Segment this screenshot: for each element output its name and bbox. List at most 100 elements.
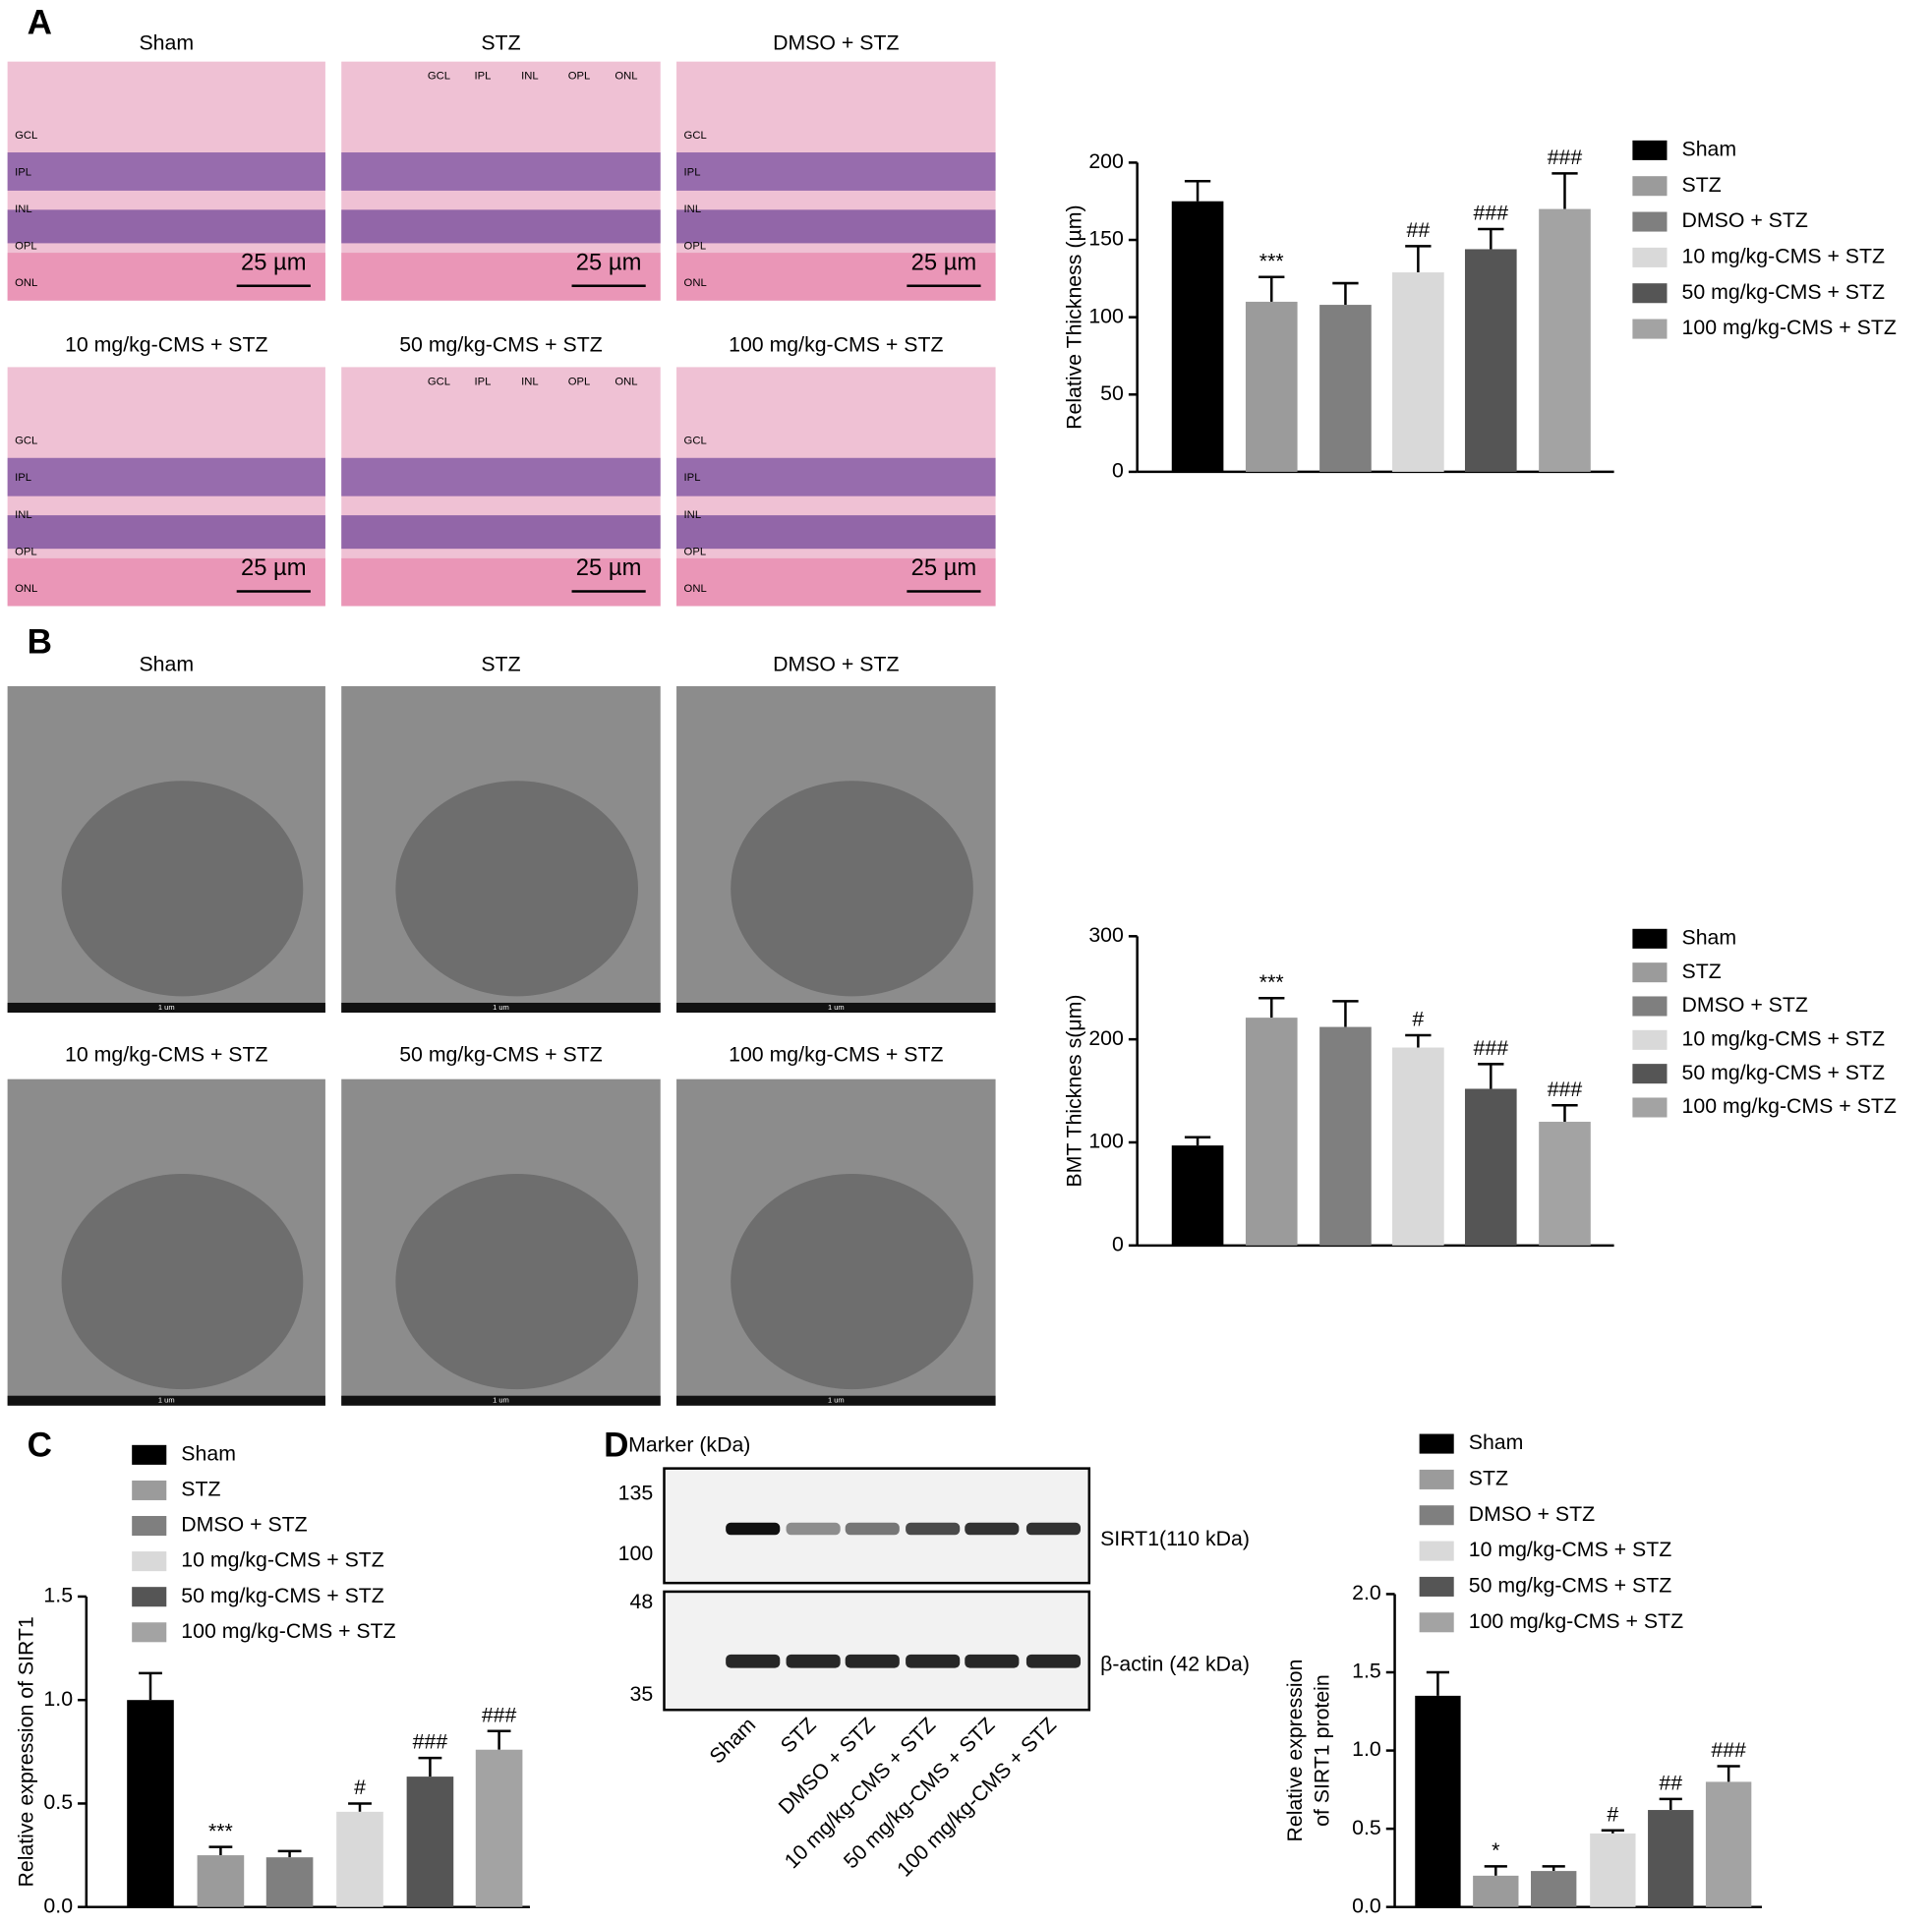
legend-label: 10 mg/kg-CMS + STZ xyxy=(1469,1538,1672,1561)
image-title: DMSO + STZ xyxy=(773,31,899,55)
y-axis-label: Relative expression of SIRT1 xyxy=(14,1616,37,1887)
layer-label: GCL xyxy=(684,436,707,447)
muscle-layer xyxy=(676,253,996,301)
y-tick-label: 1.0 xyxy=(1352,1737,1381,1761)
legend-swatch xyxy=(132,1622,167,1643)
layer-label: ONL xyxy=(684,583,707,595)
legend-label: DMSO + STZ xyxy=(1682,208,1808,232)
y-tick-label: 300 xyxy=(1088,923,1124,947)
significance-label: # xyxy=(1607,1802,1618,1826)
legend-label: STZ xyxy=(181,1478,220,1501)
nuclear-layer xyxy=(676,209,996,244)
muscle-layer xyxy=(676,557,996,607)
blot xyxy=(663,1590,1091,1712)
bar xyxy=(127,1700,174,1907)
marker-label: 135 xyxy=(618,1482,654,1505)
nuclear-layer xyxy=(676,515,996,550)
panel-label: C xyxy=(28,1427,52,1465)
bar xyxy=(1590,1833,1636,1907)
y-axis-label: of SIRT1 protein xyxy=(1311,1674,1334,1827)
panel-label: D xyxy=(604,1427,628,1465)
legend-label: DMSO + STZ xyxy=(1682,993,1808,1017)
y-tick-label: 200 xyxy=(1088,149,1124,173)
scale-label: 25 µm xyxy=(911,249,977,275)
image-title: Sham xyxy=(139,652,194,675)
legend-swatch xyxy=(1632,319,1668,339)
legend-swatch xyxy=(1632,247,1668,267)
layer-label: OPL xyxy=(684,241,707,253)
marker-label: 48 xyxy=(630,1590,654,1613)
scale-label: 25 µm xyxy=(576,554,642,581)
bar xyxy=(197,1855,245,1907)
significance-label: *** xyxy=(208,1819,233,1842)
bar xyxy=(1319,1026,1372,1246)
y-tick-label: 100 xyxy=(1088,304,1124,327)
panel-label: A xyxy=(28,3,52,41)
scale-label: 1 um xyxy=(158,1003,175,1012)
scale-label: 25 µm xyxy=(241,554,307,581)
muscle-layer xyxy=(341,557,661,607)
legend-label: 50 mg/kg-CMS + STZ xyxy=(1469,1574,1672,1598)
muscle-layer xyxy=(341,253,661,301)
legend-label: STZ xyxy=(1682,960,1722,983)
bar xyxy=(265,1857,314,1907)
legend-label: 10 mg/kg-CMS + STZ xyxy=(1682,245,1886,268)
legend-label: Sham xyxy=(1469,1430,1524,1454)
layer-label: OPL xyxy=(684,546,707,557)
band xyxy=(845,1522,900,1536)
band-label: SIRT1(110 kDa) xyxy=(1100,1527,1250,1550)
layer-label: INL xyxy=(15,204,32,215)
band xyxy=(1025,1654,1082,1668)
muscle-layer xyxy=(7,557,325,607)
y-tick-label: 2.0 xyxy=(1352,1581,1381,1604)
legend-swatch xyxy=(1632,996,1668,1017)
legend-label: DMSO + STZ xyxy=(181,1513,307,1537)
bar xyxy=(1464,249,1517,472)
band xyxy=(906,1522,961,1536)
image-title: 100 mg/kg-CMS + STZ xyxy=(729,333,943,357)
y-axis-label: Relative expression xyxy=(1283,1660,1307,1842)
significance-label: *** xyxy=(1259,249,1284,272)
legend-label: DMSO + STZ xyxy=(1469,1502,1595,1526)
band xyxy=(906,1654,961,1668)
layer-label: IPL xyxy=(684,166,701,178)
legend-swatch xyxy=(132,1587,167,1607)
legend-swatch xyxy=(132,1480,167,1500)
bar xyxy=(1392,1047,1444,1246)
layer-label: OPL xyxy=(568,376,591,387)
legend-label: 100 mg/kg-CMS + STZ xyxy=(1682,1094,1897,1118)
layer-label: INL xyxy=(684,204,702,215)
nuclear-layer xyxy=(676,457,996,496)
y-tick-label: 0.5 xyxy=(43,1790,73,1814)
scale-strip xyxy=(341,1395,661,1406)
legend-label: STZ xyxy=(1469,1467,1508,1490)
legend-label: 50 mg/kg-CMS + STZ xyxy=(1682,1061,1886,1084)
legend-swatch xyxy=(1419,1505,1454,1526)
bar xyxy=(1245,301,1298,472)
band xyxy=(845,1654,900,1668)
scale-label: 25 µm xyxy=(911,554,977,581)
significance-label: ### xyxy=(1474,1036,1509,1060)
y-tick-label: 0.5 xyxy=(1352,1816,1381,1839)
bar xyxy=(1319,305,1372,472)
legend-label: 100 mg/kg-CMS + STZ xyxy=(1469,1609,1683,1633)
legend-swatch xyxy=(1632,1064,1668,1084)
legend-label: Sham xyxy=(1682,137,1737,160)
legend-swatch xyxy=(1632,176,1668,197)
legend-swatch xyxy=(132,1515,167,1537)
legend-swatch xyxy=(1419,1576,1454,1597)
y-tick-label: 200 xyxy=(1088,1026,1124,1050)
image-title: DMSO + STZ xyxy=(773,652,899,675)
bar xyxy=(1415,1695,1461,1907)
bar xyxy=(1648,1810,1694,1907)
scale-label: 1 um xyxy=(158,1396,175,1405)
y-tick-label: 1.5 xyxy=(1352,1660,1381,1683)
nucleus xyxy=(395,1173,639,1390)
legend-swatch xyxy=(1632,140,1668,160)
bar xyxy=(1245,1018,1298,1246)
image-title: Sham xyxy=(139,31,194,55)
bar xyxy=(1705,1781,1752,1907)
scale-strip xyxy=(676,1002,996,1014)
legend-label: Sham xyxy=(181,1441,236,1465)
lane-label: Sham xyxy=(705,1713,760,1768)
